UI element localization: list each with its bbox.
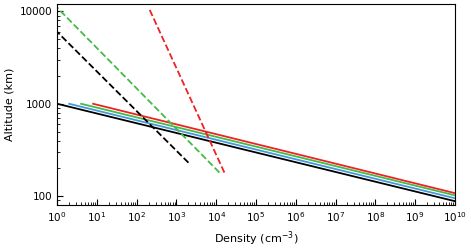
Y-axis label: Altitude (km): Altitude (km) — [4, 68, 14, 141]
X-axis label: Density (cm$^{-3}$): Density (cm$^{-3}$) — [214, 229, 298, 248]
